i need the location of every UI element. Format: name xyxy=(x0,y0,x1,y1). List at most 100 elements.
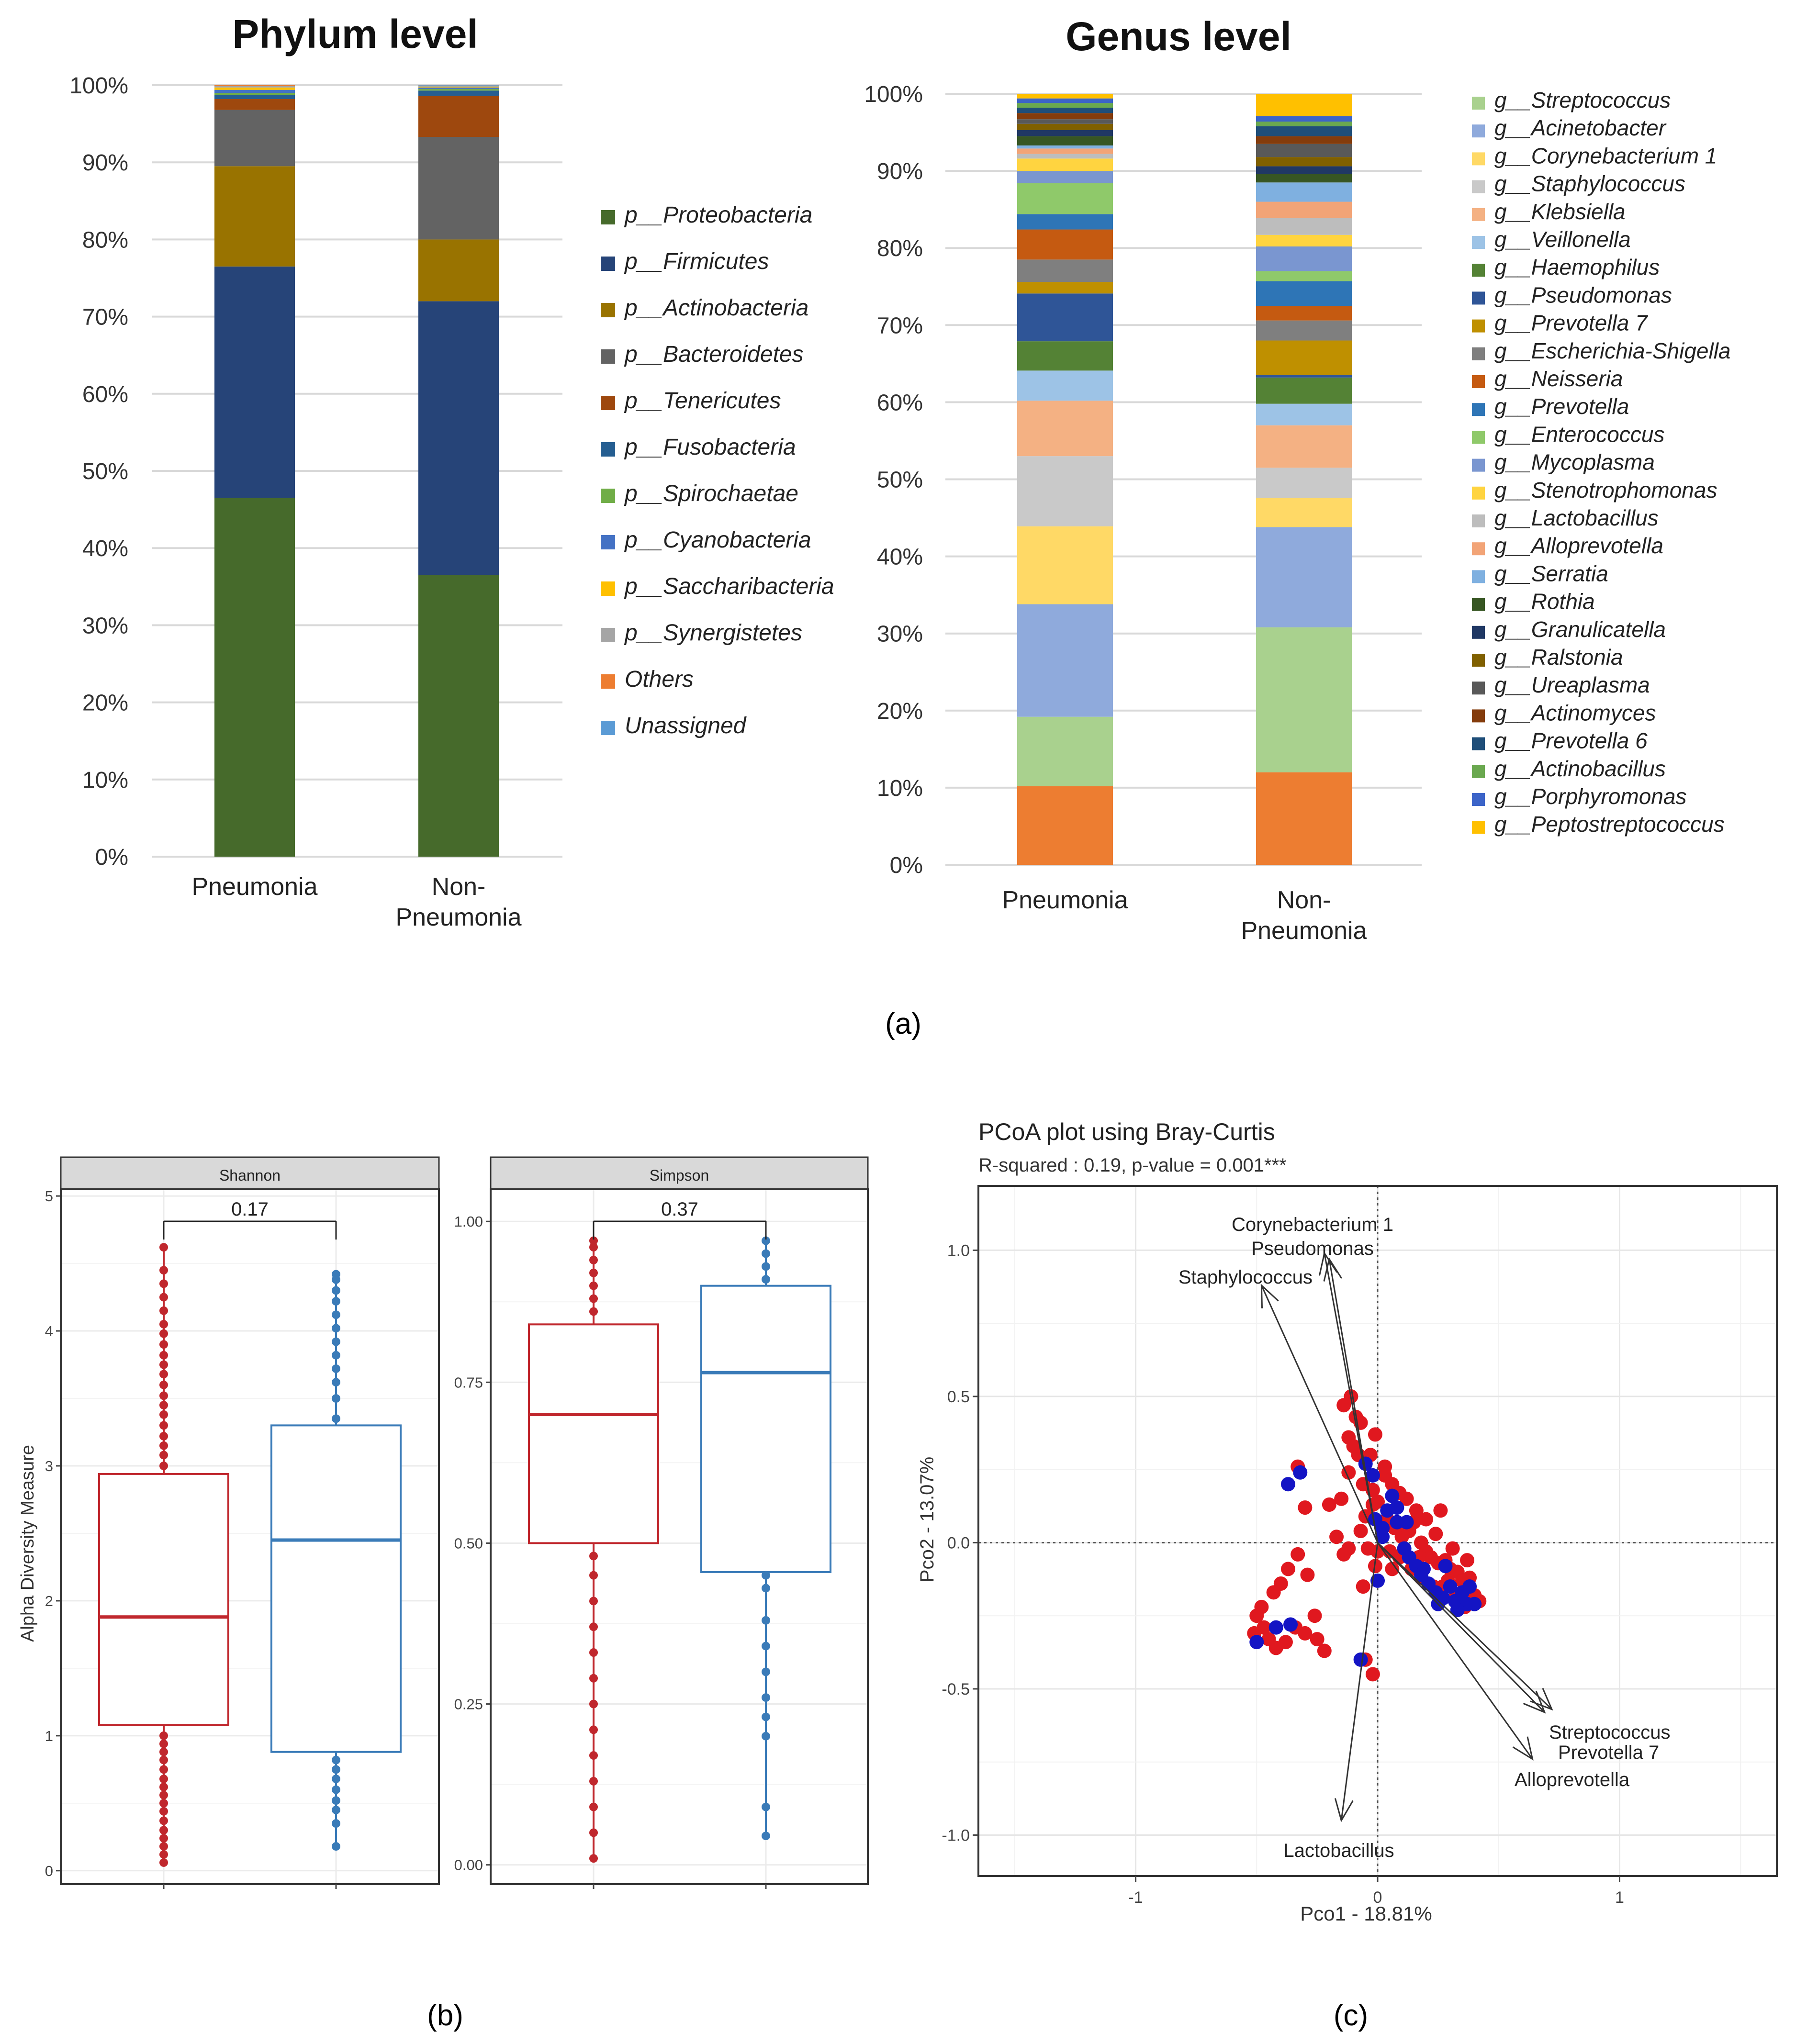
data-point-pneumonia xyxy=(1378,1459,1392,1474)
y-axis-label: Pco2 - 13.07% xyxy=(917,1457,938,1582)
panel-border xyxy=(490,1188,869,1885)
legend-swatch-p-spirochaetae xyxy=(601,489,615,503)
data-point-pneumonia xyxy=(159,1755,168,1765)
legend-swatch-g-prevotella-6 xyxy=(1472,737,1485,750)
data-point-pneumonia xyxy=(159,1441,168,1450)
data-point-pneumonia xyxy=(1356,1579,1370,1594)
bar-segment-g-porphyromonas xyxy=(1017,98,1113,103)
data-point-non-pneumonia xyxy=(332,1819,340,1828)
bar-segment-g-prevotella-6 xyxy=(1017,107,1113,113)
data-point-pneumonia xyxy=(1278,1635,1293,1650)
bar-segment-g-peptostreptococcus xyxy=(1017,94,1113,99)
legend-swatch-p-proteobacteria xyxy=(601,210,615,224)
bar-segment-g-actinobacillus xyxy=(1017,103,1113,108)
data-point-pneumonia xyxy=(159,1421,168,1430)
data-point-non-pneumonia xyxy=(1467,1597,1482,1611)
data-point-pneumonia xyxy=(589,1674,598,1683)
bar-segment-g-acinetobacter xyxy=(1017,604,1113,717)
data-point-pneumonia xyxy=(1368,1427,1382,1442)
data-point-non-pneumonia xyxy=(762,1693,770,1702)
legend-label-g-prevotella: g__Prevotella xyxy=(1494,394,1629,419)
data-point-pneumonia xyxy=(589,1236,598,1245)
bar-segment-g-peptostreptococcus xyxy=(1256,94,1352,116)
bar-segment-g-staphylococcus xyxy=(1017,456,1113,526)
y-tick-label: 0.00 xyxy=(454,1857,483,1874)
comparison-p-value: 0.37 xyxy=(661,1199,698,1220)
y-tick-label: 50% xyxy=(877,468,923,493)
data-point-non-pneumonia xyxy=(332,1805,340,1814)
bar-segment-g-prevotella-7 xyxy=(1017,282,1113,294)
bar-segment-g-escherichia-shigella xyxy=(1017,259,1113,282)
y-tick-label: 5 xyxy=(45,1188,53,1205)
data-point-pneumonia xyxy=(159,1816,168,1825)
legend-swatch-p-saccharibacteria xyxy=(601,581,615,596)
data-point-pneumonia xyxy=(589,1828,598,1837)
data-point-non-pneumonia xyxy=(332,1765,340,1774)
legend-swatch-g-serratia xyxy=(1472,570,1485,583)
data-point-pneumonia xyxy=(1298,1626,1313,1641)
y-tick-label: 0 xyxy=(45,1863,53,1879)
legend-swatch-g-actinomyces xyxy=(1472,709,1485,723)
bar-segment-g-prevotella xyxy=(1256,281,1352,306)
arrowhead-corynebacterium-1 xyxy=(1318,1251,1338,1276)
y-tick-label: 0% xyxy=(890,853,923,878)
panel-label-a: (a) xyxy=(885,1007,921,1040)
x-tick-label: 1 xyxy=(1615,1888,1624,1907)
data-point-pneumonia xyxy=(159,1306,168,1315)
bar-segment-g-enterococcus xyxy=(1017,183,1113,214)
data-point-pneumonia xyxy=(159,1783,168,1792)
data-point-pneumonia xyxy=(1365,1667,1380,1682)
alpha-diversity-chart: Shannon 0 1 2 3 4 5 0.17 Simpson 0.00 0.25 0.50 0.75… xyxy=(18,1156,869,1889)
data-point-pneumonia xyxy=(589,1552,598,1561)
legend-swatch-g-klebsiella xyxy=(1472,208,1485,221)
data-point-pneumonia xyxy=(159,1319,168,1329)
data-point-pneumonia xyxy=(159,1747,168,1756)
bar-segment-p-synergistetes xyxy=(214,86,295,88)
bar-segment-g-ralstonia xyxy=(1256,157,1352,167)
data-point-non-pneumonia xyxy=(332,1414,340,1423)
data-point-pneumonia xyxy=(1433,1503,1448,1518)
data-point-non-pneumonia xyxy=(332,1378,340,1387)
data-point-non-pneumonia xyxy=(332,1842,340,1851)
data-point-pneumonia xyxy=(159,1739,168,1748)
legend-label-g-enterococcus: g__Enterococcus xyxy=(1494,422,1664,447)
legend-swatch-g-ralstonia xyxy=(1472,654,1485,667)
legend-label-p-tenericutes: p__Tenericutes xyxy=(624,388,781,413)
legend-swatch-g-acinetobacter xyxy=(1472,124,1485,138)
data-point-non-pneumonia xyxy=(1414,1567,1428,1582)
bar-segment-g-klebsiella xyxy=(1017,401,1113,457)
data-point-non-pneumonia xyxy=(332,1796,340,1805)
data-point-pneumonia xyxy=(1428,1527,1443,1541)
legend-swatch-g-granulicatella xyxy=(1472,625,1485,639)
y-tick-label: 0% xyxy=(95,845,128,870)
data-point-pneumonia xyxy=(159,1826,168,1835)
legend-swatch-g-peptostreptococcus xyxy=(1472,821,1485,834)
legend-label-g-serratia: g__Serratia xyxy=(1494,561,1608,586)
bar-segment-g-mycoplasma xyxy=(1256,246,1352,271)
y-tick-label: 40% xyxy=(877,545,923,570)
bar-segment-g-ureaplasma xyxy=(1256,144,1352,157)
legend-swatch-p-tenericutes xyxy=(601,396,615,410)
legend-label-g-staphylococcus: g__Staphylococcus xyxy=(1494,171,1685,196)
facet-label: Simpson xyxy=(650,1167,709,1184)
data-point-pneumonia xyxy=(159,1391,168,1400)
data-point-pneumonia xyxy=(589,1571,598,1580)
legend-label-g-alloprevotella: g__Alloprevotella xyxy=(1494,533,1663,558)
y-tick-label: 0.5 xyxy=(947,1388,970,1406)
data-point-pneumonia xyxy=(589,1776,598,1786)
bar-segment-g-veillonella xyxy=(1256,403,1352,425)
legend-label-g-actinomyces: g__Actinomyces xyxy=(1494,700,1656,725)
y-tick-label: 70% xyxy=(82,305,128,330)
data-point-non-pneumonia xyxy=(762,1249,770,1258)
x-category-label: Pneumonia xyxy=(395,904,521,931)
panel-a: Phylum level 0% 10% 20% 30% 40% 50% 60% 70% 80% 90… xyxy=(69,11,1730,1040)
legend-label-p-cyanobacteria: p__Cyanobacteria xyxy=(624,527,811,553)
data-point-pneumonia xyxy=(589,1281,598,1290)
legend-swatch-g-ureaplasma xyxy=(1472,681,1485,695)
y-tick-label: 4 xyxy=(45,1323,53,1340)
legend-label-g-escherichia-shigella: g__Escherichia-Shigella xyxy=(1494,338,1731,363)
data-point-non-pneumonia xyxy=(332,1286,340,1295)
legend-label-others: Others xyxy=(625,667,694,692)
data-point-pneumonia xyxy=(159,1380,168,1389)
bar-segment-p-actinobacteria xyxy=(214,166,295,267)
